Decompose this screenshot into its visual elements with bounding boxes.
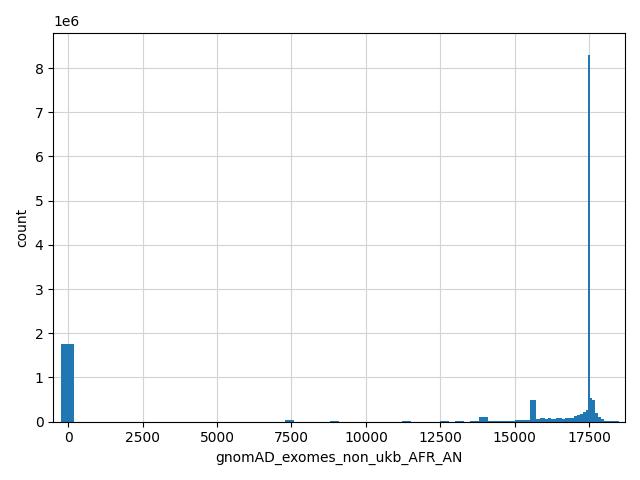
- Bar: [586, 410, 588, 421]
- Bar: [583, 412, 586, 421]
- Bar: [545, 419, 548, 421]
- Bar: [568, 418, 572, 421]
- Bar: [554, 419, 557, 421]
- Y-axis label: count: count: [15, 207, 29, 247]
- Bar: [601, 420, 604, 421]
- Bar: [536, 419, 540, 421]
- Bar: [521, 420, 524, 421]
- Bar: [61, 344, 74, 421]
- Bar: [557, 418, 559, 421]
- Bar: [598, 417, 601, 421]
- Bar: [548, 418, 550, 421]
- Bar: [592, 400, 595, 421]
- Bar: [565, 419, 568, 421]
- Bar: [285, 420, 294, 421]
- Bar: [524, 420, 530, 421]
- Bar: [497, 420, 506, 421]
- Bar: [577, 415, 580, 421]
- Bar: [559, 419, 563, 421]
- Text: 1e6: 1e6: [53, 15, 79, 29]
- Bar: [574, 416, 577, 421]
- Bar: [563, 419, 565, 421]
- Bar: [540, 418, 545, 421]
- Bar: [588, 55, 590, 421]
- Bar: [590, 398, 592, 421]
- Bar: [515, 420, 518, 421]
- Bar: [530, 400, 536, 421]
- Bar: [572, 418, 574, 421]
- Bar: [518, 420, 521, 421]
- Bar: [595, 413, 598, 421]
- Bar: [506, 420, 515, 421]
- Bar: [550, 420, 554, 421]
- Bar: [479, 417, 488, 421]
- Bar: [580, 414, 583, 421]
- X-axis label: gnomAD_exomes_non_ukb_AFR_AN: gnomAD_exomes_non_ukb_AFR_AN: [216, 451, 463, 465]
